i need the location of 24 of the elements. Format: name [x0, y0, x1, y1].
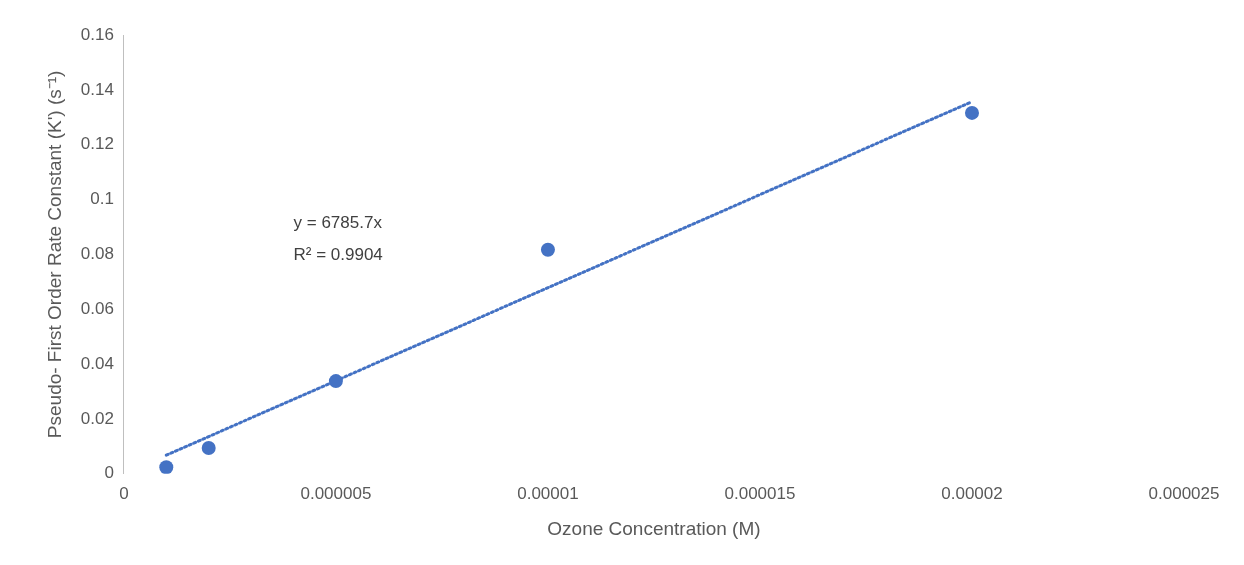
y-tick-label: 0.14 — [80, 79, 114, 99]
x-tick-label: 0.000025 — [1148, 483, 1220, 503]
point — [964, 105, 979, 120]
point — [540, 242, 555, 257]
annotation: R² = 0.9904 — [293, 245, 383, 265]
y-tick-label: 0.16 — [80, 24, 114, 44]
y-axis-title: Pseudo- First Order Rate Constant (K') (s⁻¹) — [43, 70, 65, 439]
y-tick-label: 0.06 — [80, 298, 114, 318]
y-tick-label: 0.02 — [80, 408, 114, 428]
annotation: y = 6785.7x — [293, 213, 383, 233]
x-tick-label: 0.000015 — [724, 483, 796, 503]
x-axis-title: Ozone Concentration (M) — [547, 517, 761, 539]
point — [201, 441, 216, 456]
point — [328, 374, 343, 389]
y-tick-label: 0.1 — [90, 189, 114, 209]
y-tick-label: 0 — [104, 463, 114, 483]
x-tick-label: 0.00001 — [517, 483, 579, 503]
point — [159, 460, 174, 474]
x-tick-label: 0.00002 — [941, 483, 1003, 503]
x-tick-label: 0.000005 — [300, 483, 372, 503]
y-tick-label: 0.12 — [80, 134, 114, 154]
y-tick-label: 0.08 — [80, 244, 114, 264]
y-tick-label: 0.04 — [80, 353, 114, 373]
x-tick-label: 0 — [119, 483, 129, 503]
